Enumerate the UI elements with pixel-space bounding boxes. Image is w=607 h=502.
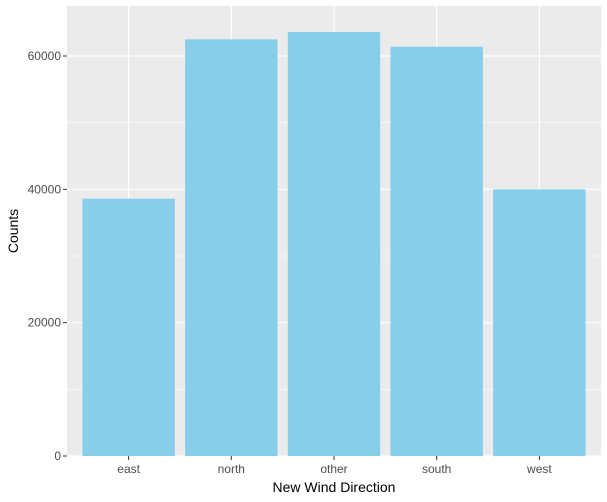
y-axis-title: Counts [5,209,21,253]
bars [82,32,586,457]
y-tick-label: 0 [54,449,61,463]
x-tick-label: south [422,462,451,476]
bar-west [493,189,586,457]
y-tick-label: 60000 [28,49,62,63]
y-tick-label: 40000 [28,182,62,196]
y-tick-label: 20000 [28,316,62,330]
x-tick-label: east [117,462,140,476]
y-axis: 0 20000 40000 60000 [28,49,67,463]
x-tick-label: north [218,462,245,476]
x-axis-title: New Wind Direction [273,479,396,495]
x-tick-label: west [526,462,552,476]
bar-other [287,32,381,456]
bar-north [185,39,278,456]
bar-south [390,46,483,457]
bar-east [82,198,175,456]
x-axis: east north other south west [117,456,552,476]
x-tick-label: other [320,462,347,476]
